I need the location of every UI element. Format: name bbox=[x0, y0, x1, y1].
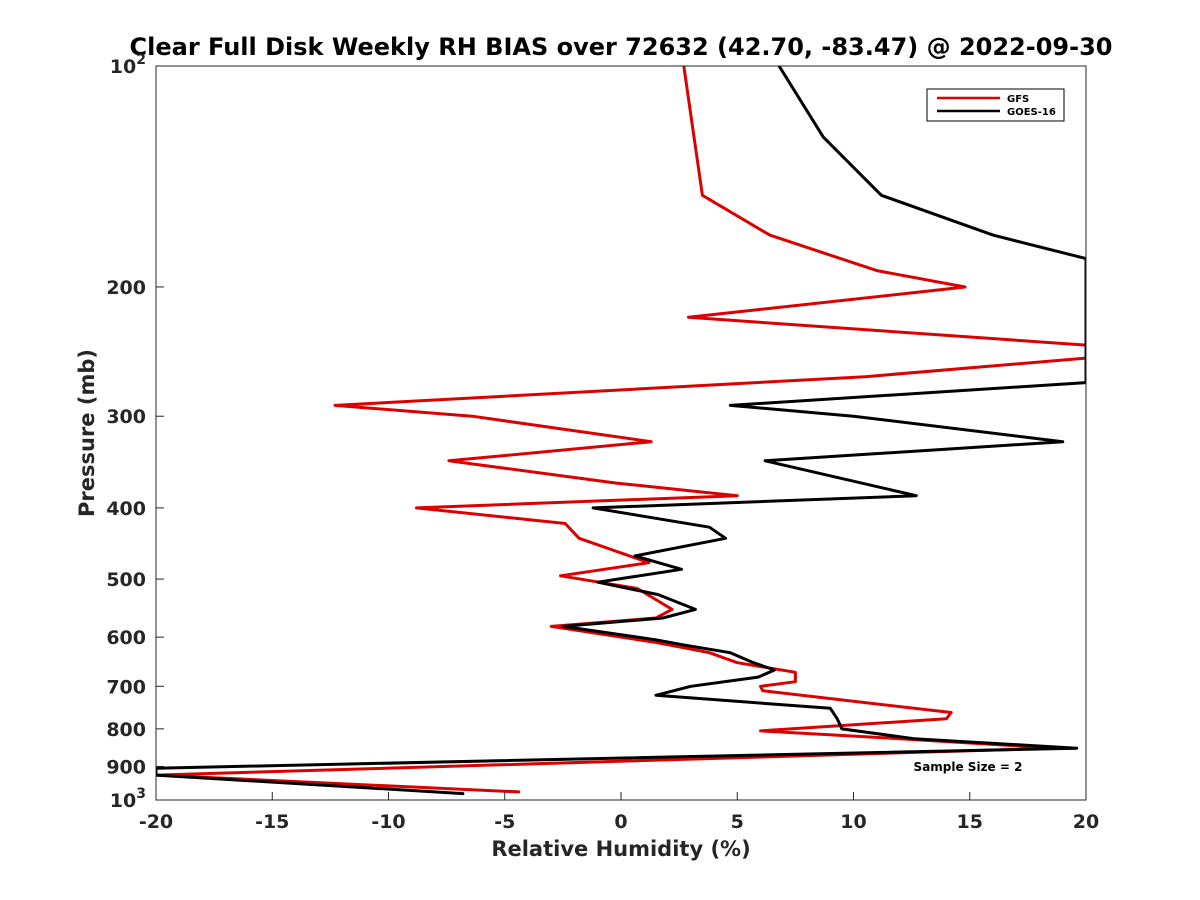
x-tick-label: -20 bbox=[139, 811, 173, 833]
series-line-goes-16 bbox=[156, 66, 1086, 796]
y-tick-label: 600 bbox=[106, 627, 146, 649]
legend-box bbox=[926, 88, 1065, 122]
y-tick-label: 500 bbox=[106, 569, 146, 591]
legend: GFS GOES-16 bbox=[926, 88, 1065, 122]
y-tick-label: 103 bbox=[110, 786, 146, 812]
y-tick-label: 800 bbox=[106, 719, 146, 741]
legend-label-goes16: GOES-16 bbox=[1007, 107, 1056, 118]
y-tick-label: 102 bbox=[110, 52, 146, 78]
y-tick-label: 900 bbox=[106, 756, 146, 778]
sample-size-annotation: Sample Size = 2 bbox=[914, 760, 1023, 774]
plot-frame bbox=[155, 65, 1087, 801]
y-axis-label: Pressure (mb) bbox=[75, 349, 99, 517]
x-tick-label: 10 bbox=[840, 811, 866, 833]
x-axis-label: Relative Humidity (%) bbox=[491, 837, 750, 861]
y-tick-label: 200 bbox=[106, 277, 146, 299]
legend-label-gfs: GFS bbox=[1007, 94, 1029, 105]
x-axis: -20 -15 -10 -5 0 5 10 15 20 bbox=[139, 792, 1099, 833]
y-axis: 102 200 300 400 500 600 700 800 900 103 bbox=[106, 52, 164, 812]
x-tick-label: -15 bbox=[255, 811, 289, 833]
series-line-gfs bbox=[156, 66, 1086, 794]
chart-title: Clear Full Disk Weekly RH BIAS over 7263… bbox=[130, 33, 1113, 61]
y-tick-label: 300 bbox=[106, 406, 146, 428]
series-layer bbox=[156, 66, 1086, 796]
y-tick-label: 400 bbox=[106, 498, 146, 520]
x-tick-label: 0 bbox=[614, 811, 627, 833]
x-tick-label: 20 bbox=[1073, 811, 1099, 833]
x-tick-label: -10 bbox=[371, 811, 405, 833]
x-tick-label: -5 bbox=[494, 811, 515, 833]
x-tick-label: 5 bbox=[731, 811, 744, 833]
y-tick-label: 700 bbox=[106, 676, 146, 698]
x-tick-label: 15 bbox=[957, 811, 983, 833]
